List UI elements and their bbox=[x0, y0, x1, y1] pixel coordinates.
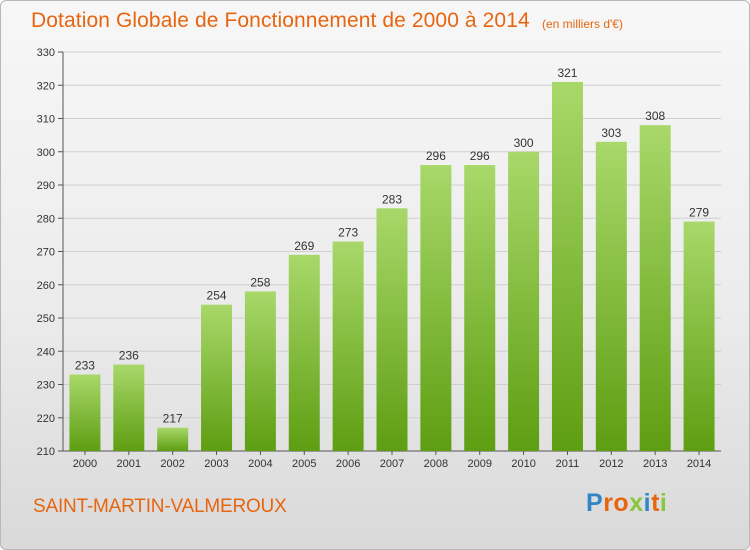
bar-value-label: 296 bbox=[426, 149, 446, 163]
bar-value-label: 269 bbox=[294, 239, 314, 253]
bar bbox=[420, 165, 452, 452]
y-tick-label: 240 bbox=[37, 346, 55, 358]
bar bbox=[69, 374, 101, 451]
proxiti-logo: Proxiti bbox=[586, 489, 667, 518]
bar bbox=[376, 208, 408, 451]
bar-value-label: 283 bbox=[382, 192, 402, 206]
logo-letter: r bbox=[603, 489, 614, 517]
y-tick-label: 280 bbox=[37, 213, 55, 225]
x-tick-label: 2014 bbox=[687, 458, 711, 470]
y-tick-label: 270 bbox=[37, 247, 55, 259]
bar-value-label: 296 bbox=[470, 149, 490, 163]
data-labels: 233 236 217 254 258 269 273 283 296 296 300 321 303 3… bbox=[75, 66, 709, 426]
bar-value-label: 321 bbox=[557, 66, 577, 80]
bar-value-label: 300 bbox=[514, 136, 534, 150]
x-tick-label: 2012 bbox=[599, 458, 623, 470]
x-tick-label: 2013 bbox=[643, 458, 667, 470]
bar bbox=[639, 125, 671, 452]
bar bbox=[288, 254, 320, 451]
bar-value-label: 217 bbox=[163, 412, 183, 426]
y-tick-label: 310 bbox=[37, 114, 55, 126]
logo-letter: o bbox=[613, 489, 630, 517]
x-tick-label: 2006 bbox=[336, 458, 360, 470]
x-tick-label: 2002 bbox=[160, 458, 184, 470]
bar bbox=[113, 364, 145, 451]
bar bbox=[244, 291, 276, 451]
bar bbox=[595, 141, 627, 451]
bar-value-label: 233 bbox=[75, 359, 95, 373]
bar bbox=[683, 221, 715, 451]
axes: 210 220 230 240 250 260 270 280 290 300 310 320 330 2… bbox=[37, 47, 721, 470]
x-tick-label: 2010 bbox=[511, 458, 535, 470]
chart-title: Dotation Globale de Fonctionnement de 20… bbox=[31, 9, 530, 32]
x-tick-label: 2001 bbox=[117, 458, 141, 470]
x-tick-label: 2004 bbox=[248, 458, 272, 470]
x-tick-label: 2009 bbox=[467, 458, 491, 470]
x-tick-label: 2003 bbox=[204, 458, 228, 470]
chart-unit-note: (en milliers d'€) bbox=[542, 17, 623, 31]
y-tick-label: 320 bbox=[37, 80, 55, 92]
y-tick-label: 330 bbox=[37, 47, 55, 59]
logo-letter: t bbox=[651, 489, 660, 517]
x-tick-label: 2011 bbox=[556, 458, 580, 470]
y-tick-label: 230 bbox=[37, 380, 55, 392]
y-tick-label: 260 bbox=[37, 280, 55, 292]
x-tick-label: 2005 bbox=[292, 458, 316, 470]
bar-value-label: 236 bbox=[119, 349, 139, 363]
bar bbox=[157, 427, 189, 451]
x-tick-label: 2000 bbox=[73, 458, 97, 470]
bar-value-label: 303 bbox=[601, 126, 621, 140]
bar-value-label: 254 bbox=[207, 289, 227, 303]
bar-value-label: 279 bbox=[689, 206, 709, 220]
y-tick-label: 210 bbox=[37, 446, 55, 458]
bar bbox=[508, 151, 540, 451]
commune-name: SAINT-MARTIN-VALMEROUX bbox=[33, 496, 287, 517]
y-tick-label: 300 bbox=[37, 147, 55, 159]
bar-value-label: 308 bbox=[645, 109, 665, 123]
x-tick-label: 2008 bbox=[424, 458, 448, 470]
bar bbox=[332, 241, 364, 451]
bar-value-label: 258 bbox=[250, 275, 270, 289]
bar bbox=[201, 304, 233, 451]
y-tick-label: 290 bbox=[37, 180, 55, 192]
logo-letter: i bbox=[659, 489, 668, 517]
bars bbox=[69, 81, 715, 452]
logo-letter: P bbox=[586, 489, 604, 517]
bar bbox=[464, 165, 496, 452]
x-tick-label: 2007 bbox=[380, 458, 404, 470]
y-tick-label: 250 bbox=[37, 313, 55, 325]
bar-value-label: 273 bbox=[338, 226, 358, 240]
y-tick-label: 220 bbox=[37, 413, 55, 425]
logo-letter: x bbox=[629, 489, 644, 517]
logo-letter: i bbox=[643, 489, 652, 517]
bar bbox=[551, 81, 583, 452]
